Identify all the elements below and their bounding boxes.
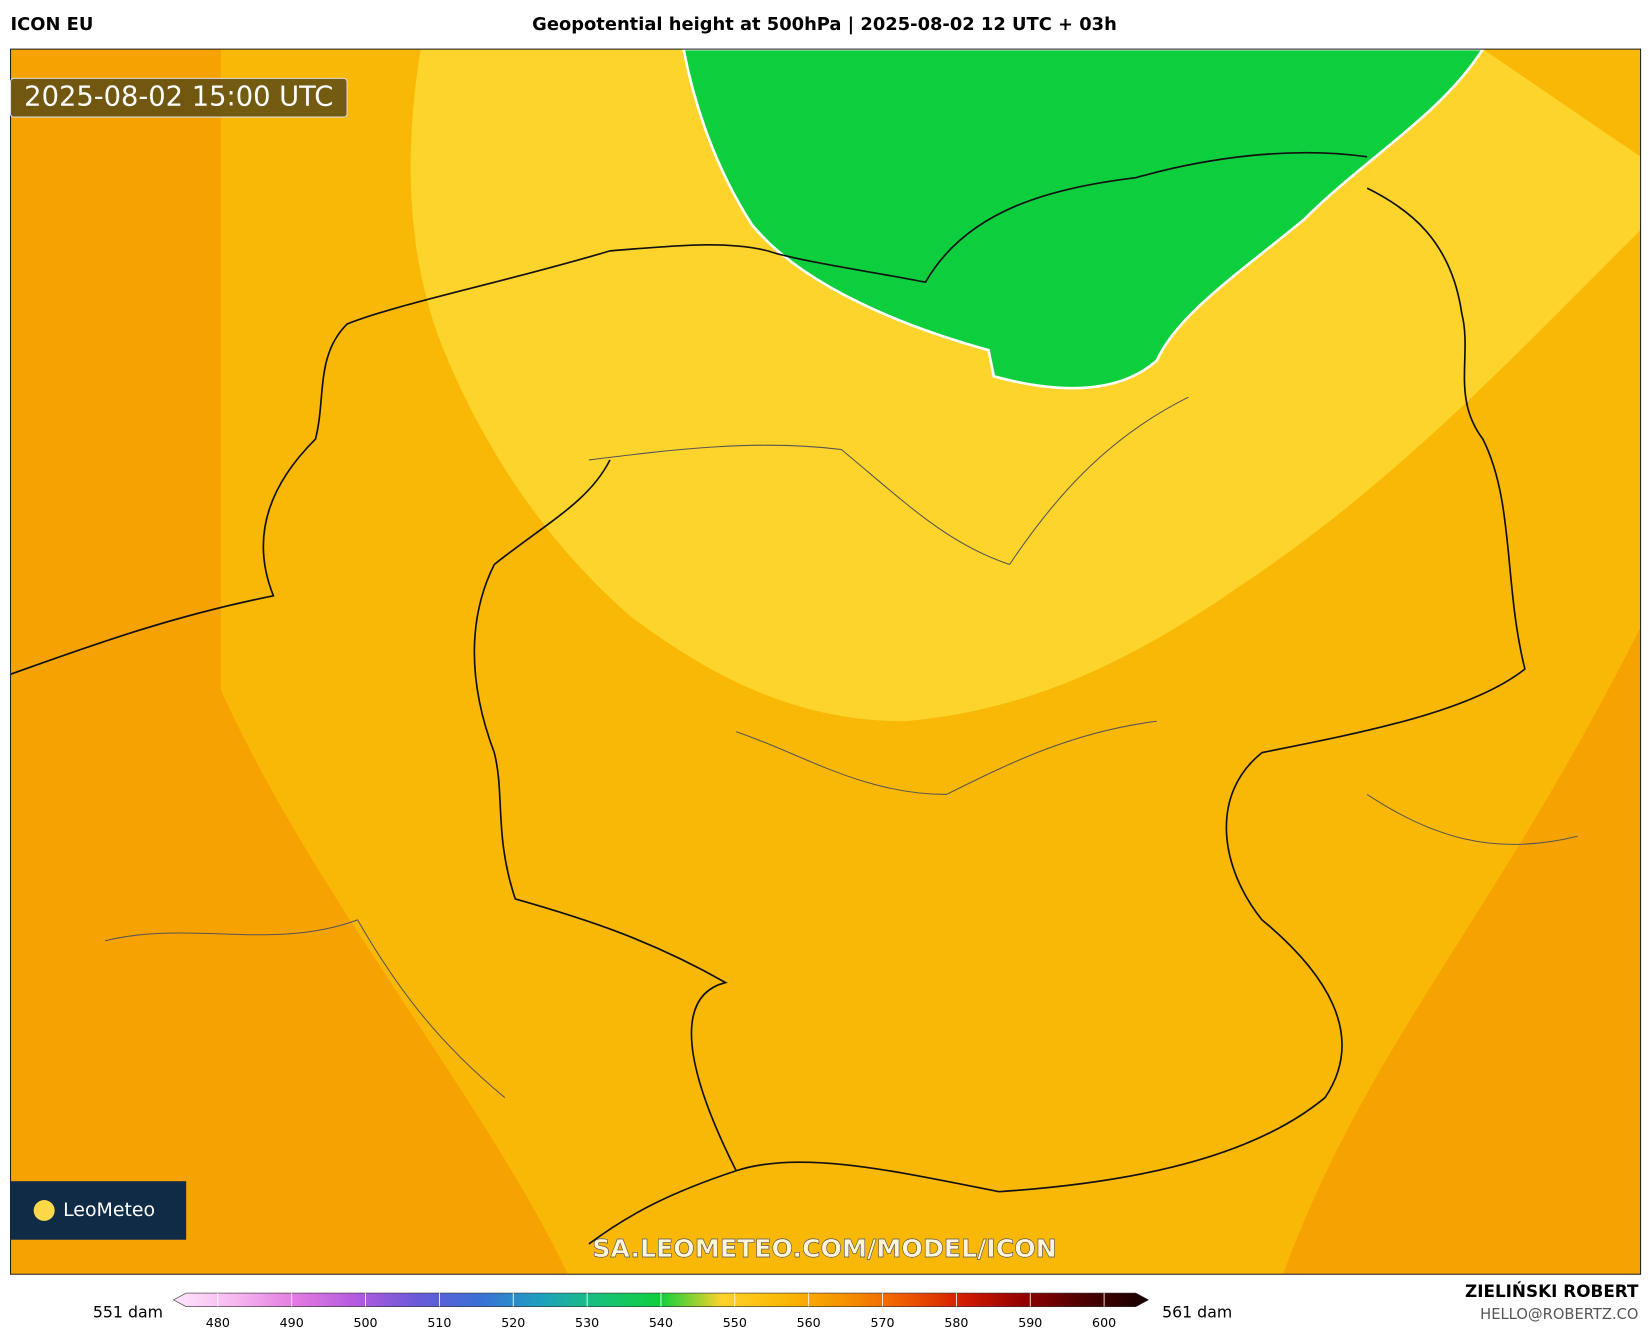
borders [105, 396, 1578, 1098]
colorbar: 480 490 500 510 520 530 540 550 560 570 580 590 600 [172, 1292, 1150, 1330]
map-frame [9, 48, 1642, 1275]
field-green [682, 49, 1485, 390]
colorbar-tick-label: 530 [575, 1315, 599, 1330]
colorbar-tick-label: 570 [870, 1315, 894, 1330]
contact: HELLO@ROBERTZ.CO [1480, 1306, 1638, 1323]
colorbar-tick-label: 510 [427, 1315, 451, 1330]
colorbar-tick-label: 580 [944, 1315, 968, 1330]
time-box [9, 77, 348, 118]
colorbar-tick-label: 560 [797, 1315, 821, 1330]
coastlines [10, 151, 1526, 1245]
colorbar-tick-label: 600 [1092, 1315, 1116, 1330]
author: ZIELIŃSKI ROBERT [1465, 1280, 1639, 1301]
colorbar-min-label: 551 dam [93, 1302, 163, 1321]
brand: LeoMeteo [63, 1199, 155, 1221]
colorbar-tick-label: 540 [649, 1315, 673, 1330]
colorbar-tick-label: 490 [280, 1315, 304, 1330]
model-name: ICON EU [11, 14, 94, 35]
colorbar-tick-label: 520 [501, 1315, 525, 1330]
colorbar-tick-label: 500 [354, 1315, 378, 1330]
colorbar-tick-label: 550 [723, 1315, 747, 1330]
colorbar-tick-label: 480 [206, 1315, 230, 1330]
valid-time: 2025-08-02 15:00 UTC [24, 82, 333, 113]
colorbar-tick-label: 590 [1018, 1315, 1042, 1330]
watermark: SA.LEOMETEO.COM/MODEL/ICON [592, 1234, 1057, 1263]
map-area [10, 49, 1641, 1275]
colorbar-max-label: 561 dam [1162, 1302, 1232, 1321]
logo-sun [33, 1200, 55, 1221]
map-title: Geopotential height at 500hPa | 2025-08-… [532, 14, 1117, 35]
field-light [410, 49, 1641, 722]
